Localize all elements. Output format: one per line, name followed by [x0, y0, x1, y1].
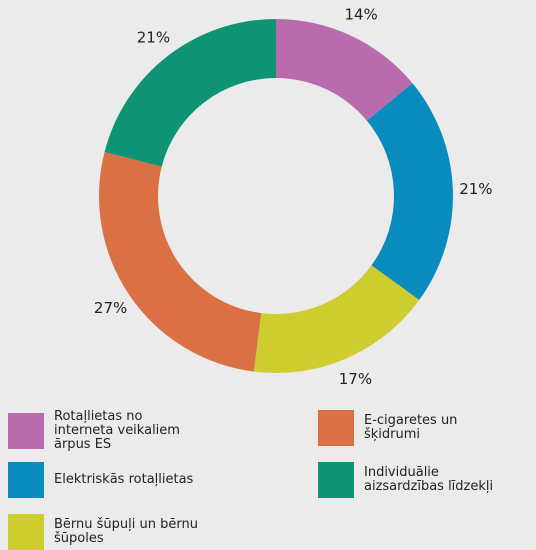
slice-label: 21% — [137, 28, 170, 46]
legend-swatch — [318, 462, 354, 498]
slice — [276, 19, 413, 121]
legend-label: Rotaļlietas no interneta veikaliem ārpus… — [54, 409, 180, 452]
legend-label: Bērnu šūpuļi un bērnu šūpoles — [54, 517, 198, 546]
slice-label: 27% — [94, 299, 127, 317]
slice-label: 21% — [459, 180, 492, 198]
slice — [99, 151, 262, 372]
legend-swatch — [8, 413, 44, 449]
slice-label: 17% — [339, 370, 372, 388]
legend-item: Rotaļlietas no interneta veikaliem ārpus… — [8, 410, 198, 452]
legend-item: Individuālie aizsardzības līdzekļi — [318, 462, 494, 498]
slice-label: 14% — [344, 6, 377, 24]
legend-label: E-cigaretes un šķidrumi — [364, 413, 458, 442]
legend-item: E-cigaretes un šķidrumi — [318, 410, 494, 446]
legend-swatch — [318, 410, 354, 446]
slice — [253, 265, 420, 373]
legend-item: Elektriskās rotaļlietas — [8, 462, 198, 498]
legend-label: Elektriskās rotaļlietas — [54, 472, 194, 487]
legend-swatch — [8, 514, 44, 550]
legend-swatch — [8, 462, 44, 498]
legend-label: Individuālie aizsardzības līdzekļi — [364, 465, 494, 494]
slice — [104, 19, 276, 167]
chart: 14% 21% 17% 27% 21% — [94, 6, 493, 389]
legend-item: Bērnu šūpuļi un bērnu šūpoles — [8, 514, 198, 550]
slice — [366, 83, 453, 301]
